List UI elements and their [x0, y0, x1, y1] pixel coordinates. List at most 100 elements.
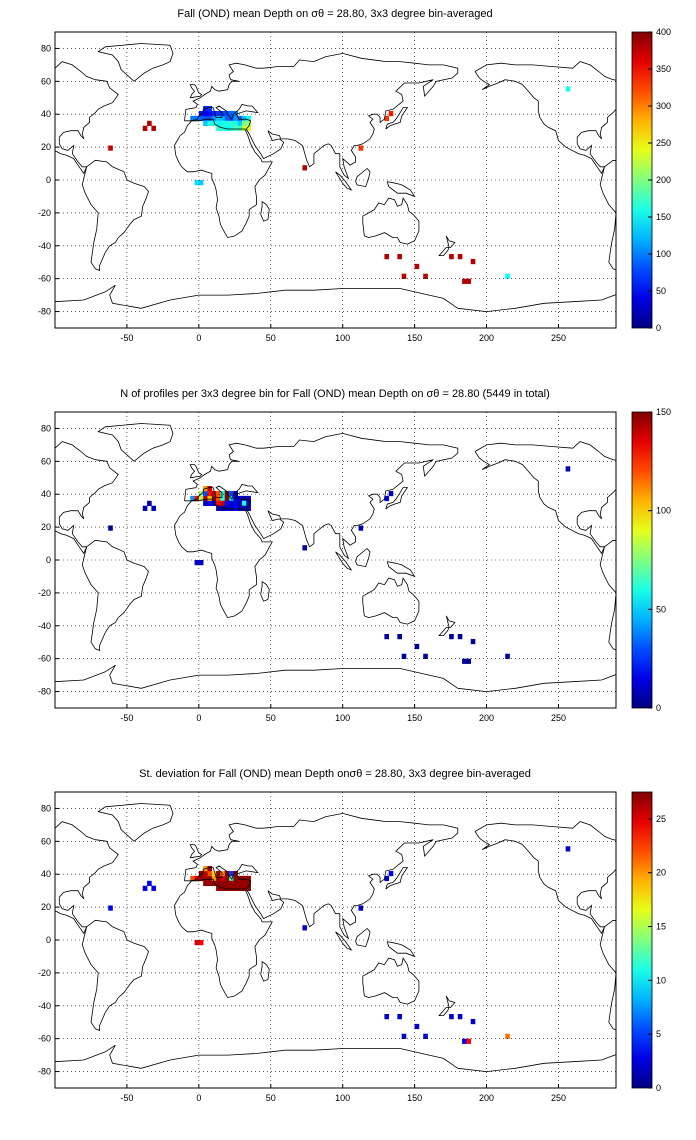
data-cell [237, 880, 243, 887]
data-cell [108, 525, 113, 531]
colorbar-tick-label: 25 [656, 814, 666, 824]
data-cell [242, 875, 247, 882]
data-cell [224, 885, 230, 891]
x-tick-label: -50 [120, 713, 133, 723]
colorbar [631, 411, 653, 709]
data-cell [203, 880, 208, 887]
data-cell [462, 278, 467, 284]
data-cell [246, 125, 251, 131]
coastline [335, 931, 353, 951]
data-cell [216, 125, 221, 131]
y-tick-label: -20 [38, 588, 51, 598]
coastline [97, 423, 174, 462]
data-cell [233, 495, 238, 502]
data-cell [384, 1014, 390, 1020]
data-cell [242, 505, 247, 511]
data-cell [358, 145, 364, 151]
coastline [474, 821, 616, 935]
data-cell [224, 125, 230, 131]
data-cell [207, 875, 213, 882]
data-cell [237, 125, 243, 131]
panel-title: Fall (OND) mean Depth on σθ = 28.80, 3x3… [177, 8, 493, 20]
data-cell [302, 925, 308, 931]
data-cell [466, 1038, 472, 1044]
data-cell [423, 653, 428, 659]
data-cell [220, 120, 226, 127]
x-tick-label: -50 [120, 1093, 133, 1103]
data-cell [203, 870, 208, 877]
data-cell [565, 86, 571, 92]
x-tick-label: 200 [479, 713, 494, 723]
data-cell [505, 653, 510, 659]
data-cell [358, 525, 364, 531]
data-cell [211, 490, 217, 497]
data-cell [237, 885, 243, 891]
coastline [457, 294, 616, 313]
colorbar-tick-label: 200 [656, 175, 671, 185]
data-cell [194, 115, 200, 122]
data-cell [462, 1038, 467, 1044]
data-cell [207, 495, 213, 502]
x-tick-label: 100 [335, 1093, 350, 1103]
y-tick-label: -80 [38, 1067, 51, 1077]
coastline [615, 431, 616, 433]
data-cell [198, 940, 204, 946]
data-cell [414, 1023, 420, 1030]
data-cell [565, 846, 571, 852]
data-cell [246, 505, 251, 511]
data-cell [233, 885, 238, 891]
colorbar-tick-label: 300 [656, 101, 671, 111]
data-cell [220, 115, 226, 122]
y-tick-label: -60 [38, 654, 51, 664]
coastline [174, 878, 273, 999]
data-cell [237, 505, 243, 511]
coastline [438, 235, 456, 256]
coastline [55, 664, 459, 689]
y-tick-label: 0 [46, 935, 51, 945]
data-cell [220, 875, 226, 882]
data-cell [242, 125, 247, 131]
panel-profile-count: N of profiles per 3x3 degree bin for Fal… [0, 380, 696, 760]
data-cell [194, 180, 200, 186]
data-cell [198, 870, 204, 877]
data-cell [242, 495, 247, 502]
data-cell [147, 500, 152, 507]
data-cell [233, 125, 238, 131]
colorbar-tick-label: 100 [656, 249, 671, 259]
x-tick-label: -50 [120, 333, 133, 343]
data-cell [358, 905, 364, 911]
coastline [184, 812, 459, 940]
data-cell [565, 466, 571, 472]
data-cell [203, 500, 208, 507]
data-cell [229, 490, 234, 497]
data-cell [220, 870, 226, 877]
coastline [474, 61, 616, 175]
x-tick-label: 50 [266, 1093, 276, 1103]
data-cell [384, 254, 390, 260]
data-cell [233, 875, 238, 882]
colorbar-tick-label: 20 [656, 868, 666, 878]
data-cell [151, 505, 156, 511]
data-cell [237, 875, 243, 882]
data-cell [414, 643, 420, 650]
data-cell [194, 495, 200, 502]
data-cell [216, 885, 221, 891]
data-cell [242, 120, 247, 127]
data-cell [216, 870, 221, 877]
data-cell [242, 885, 247, 891]
coastline [81, 159, 149, 271]
data-cell [194, 940, 200, 946]
x-tick-label: 150 [407, 713, 422, 723]
data-cell [246, 495, 251, 502]
coastline [615, 811, 616, 813]
data-cells [108, 846, 571, 1044]
y-tick-label: 40 [41, 489, 51, 499]
panel-std-deviation: St. deviation for Fall (OND) mean Depth … [0, 760, 696, 1140]
coastline [362, 577, 420, 625]
y-tick-label: -40 [38, 1001, 51, 1011]
data-cell [207, 866, 213, 872]
data-cell [246, 115, 251, 122]
y-tick-label: -20 [38, 208, 51, 218]
y-tick-label: -40 [38, 241, 51, 251]
coastline [355, 927, 371, 948]
